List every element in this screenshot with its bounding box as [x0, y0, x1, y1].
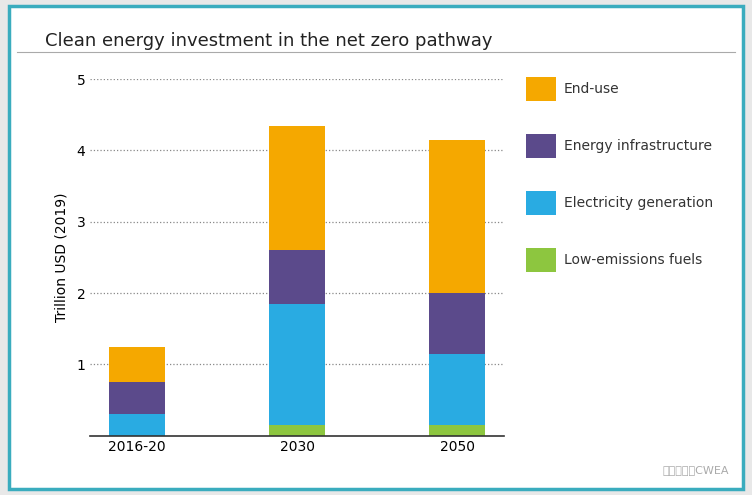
Bar [269, 250, 325, 304]
Text: Electricity generation: Electricity generation [564, 196, 713, 210]
Y-axis label: Trillion USD (2019): Trillion USD (2019) [54, 193, 68, 322]
Bar [269, 304, 325, 425]
Bar [429, 140, 485, 293]
Text: Clean energy investment in the net zero pathway: Clean energy investment in the net zero … [45, 32, 493, 50]
Text: 風能专委会CWEA: 風能专委会CWEA [663, 465, 729, 475]
Bar [109, 414, 165, 436]
Text: Energy infrastructure: Energy infrastructure [564, 139, 712, 153]
Bar [429, 353, 485, 425]
Text: Low-emissions fuels: Low-emissions fuels [564, 253, 702, 267]
Bar [109, 346, 165, 382]
Bar [269, 126, 325, 250]
Bar [429, 293, 485, 353]
Bar [269, 425, 325, 436]
Bar [109, 382, 165, 414]
Text: End-use: End-use [564, 82, 620, 96]
Bar [429, 425, 485, 436]
